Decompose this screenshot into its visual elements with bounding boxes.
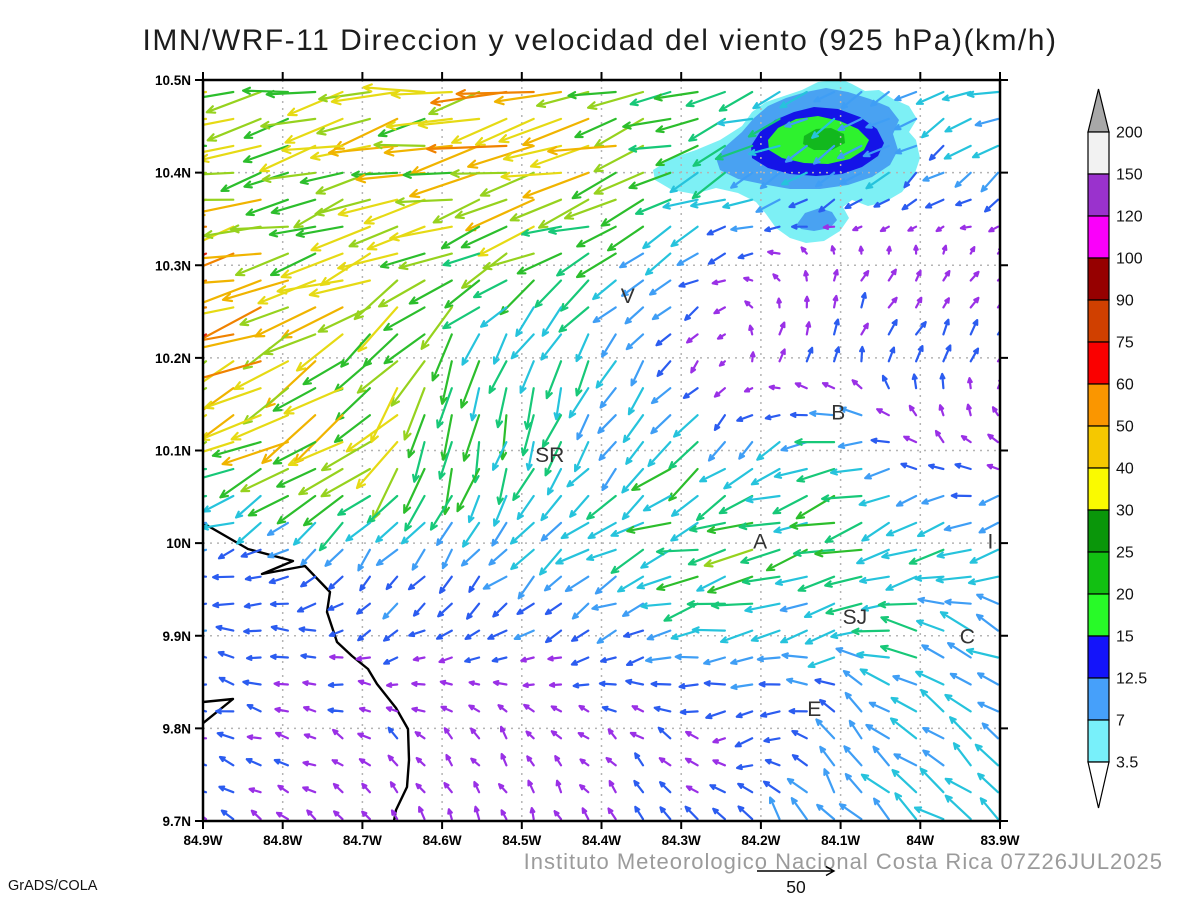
svg-text:10.3N: 10.3N (155, 258, 191, 273)
svg-text:40: 40 (1116, 461, 1134, 478)
svg-text:90: 90 (1116, 293, 1134, 310)
reference-vector: 50 (757, 865, 836, 897)
colorbar-labels: 200 150 120 100 90 75 60 50 40 30 25 20 15 12.5 7 3.5 (1116, 125, 1147, 772)
svg-text:120: 120 (1116, 209, 1143, 226)
svg-text:10.1N: 10.1N (155, 444, 191, 459)
svg-text:75: 75 (1116, 335, 1134, 352)
svg-text:10.4N: 10.4N (155, 166, 191, 181)
svg-text:84.3W: 84.3W (662, 833, 701, 848)
axis-tick-labels: 84.9W 84.8W 84.7W 84.6W 84.5W 84.4W 84.3W 84.2W… (155, 73, 1020, 848)
chart-title: IMN/WRF-11 Direccion y velocidad del vie… (142, 24, 1058, 57)
svg-text:3.5: 3.5 (1116, 755, 1138, 772)
station-label-a: A (753, 530, 767, 553)
svg-text:12.5: 12.5 (1116, 671, 1147, 688)
svg-text:84.4W: 84.4W (582, 833, 621, 848)
grads-credit: GrADS/COLA (8, 878, 98, 894)
svg-text:100: 100 (1116, 251, 1143, 268)
svg-text:7: 7 (1116, 713, 1125, 730)
colorbar (1087, 88, 1110, 809)
svg-text:200: 200 (1116, 125, 1143, 142)
station-label-sr: SR (535, 444, 564, 467)
svg-text:9.7N: 9.7N (162, 814, 191, 829)
svg-text:10.5N: 10.5N (155, 73, 191, 88)
reference-vector-value: 50 (786, 877, 806, 897)
svg-text:50: 50 (1116, 419, 1134, 436)
wind-vectors-layer (203, 83, 1000, 821)
station-labels: V SR B A SJ C E I (535, 285, 993, 721)
chart-caption: Instituto Meteorologico Nacional Costa R… (523, 849, 1163, 874)
svg-text:84.1W: 84.1W (821, 833, 860, 848)
svg-text:10N: 10N (166, 536, 191, 551)
station-label-b: B (831, 402, 845, 425)
svg-text:15: 15 (1116, 629, 1134, 646)
svg-text:83.9W: 83.9W (980, 833, 1019, 848)
svg-text:84.7W: 84.7W (343, 833, 382, 848)
svg-text:25: 25 (1116, 545, 1134, 562)
svg-text:84.2W: 84.2W (741, 833, 780, 848)
svg-text:150: 150 (1116, 167, 1143, 184)
colorbar-bottom-arrow (1087, 761, 1110, 809)
svg-text:60: 60 (1116, 377, 1134, 394)
svg-text:84.9W: 84.9W (183, 833, 222, 848)
station-label-v: V (621, 285, 635, 308)
svg-text:84W: 84W (906, 833, 934, 848)
svg-text:9.9N: 9.9N (162, 629, 191, 644)
station-label-c: C (960, 626, 975, 649)
lat-lon-gridlines (203, 80, 1000, 821)
svg-text:84.8W: 84.8W (263, 833, 302, 848)
svg-text:20: 20 (1116, 587, 1134, 604)
svg-text:9.8N: 9.8N (162, 721, 191, 736)
colorbar-top-arrow (1087, 88, 1110, 133)
station-label-i: I (987, 530, 993, 553)
coastline (203, 521, 411, 821)
svg-text:30: 30 (1116, 503, 1134, 520)
axis-ticks (195, 72, 1008, 829)
station-label-e: E (807, 698, 821, 721)
svg-text:84.6W: 84.6W (423, 833, 462, 848)
svg-text:10.2N: 10.2N (155, 351, 191, 366)
station-label-sj: SJ (843, 606, 868, 629)
svg-text:84.5W: 84.5W (502, 833, 541, 848)
